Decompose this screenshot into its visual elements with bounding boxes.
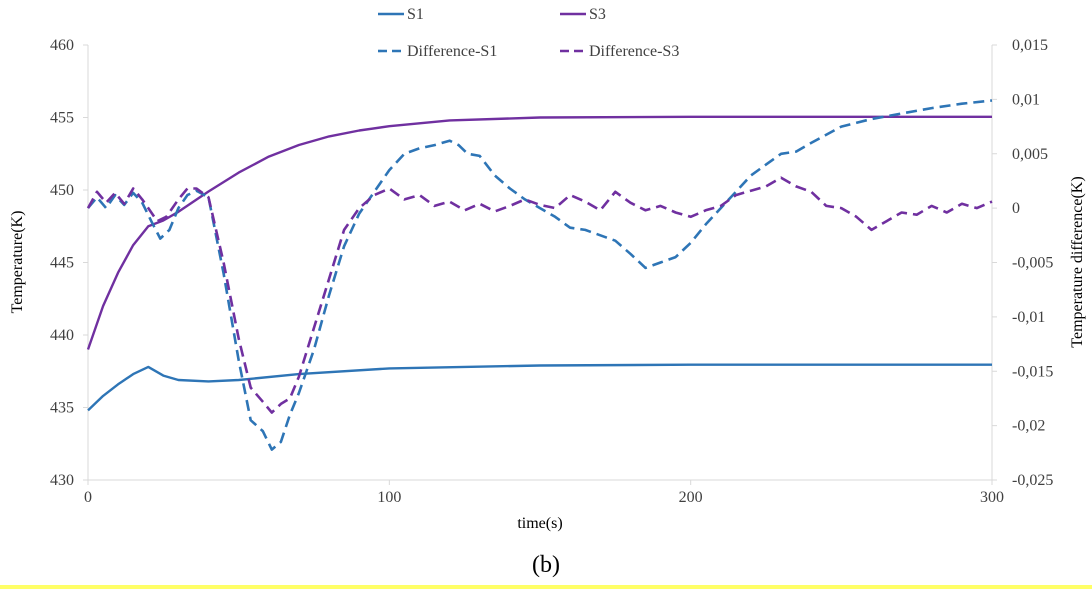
legend-label: Difference-S3 [589, 43, 679, 60]
y-tick-label: 445 [50, 255, 74, 272]
y-tick-label: 455 [50, 110, 74, 127]
highlight-bar [0, 585, 1092, 589]
series-line-s1 [87, 363, 992, 412]
y2-tick-label: -0,02 [1012, 418, 1045, 435]
legend: S1 S3 Difference-S1 Difference-S3 [378, 6, 679, 60]
y-tick-label: 460 [50, 37, 74, 54]
legend-label: S3 [589, 6, 606, 23]
y2-tick-label: -0,005 [1012, 255, 1053, 272]
series-line-s3 [86, 115, 992, 350]
series-line-difference-s1 [87, 99, 993, 451]
x-tick-label: 200 [679, 489, 703, 506]
line-chart: 430 435 440 445 450 455 460 -0,025 -0,02 -0,015 -0… [9, 6, 1086, 532]
y-tick-label: 430 [50, 472, 74, 489]
x-axis-title: time(s) [517, 515, 562, 532]
series-line-difference-s3 [86, 176, 993, 414]
legend-label: S1 [407, 6, 424, 23]
series-layer [86, 99, 993, 451]
y2-tick-label: 0,005 [1012, 146, 1048, 163]
y2-tick-label: 0,01 [1012, 91, 1040, 108]
x-tick-label: 100 [377, 489, 401, 506]
y2-tick-label: 0,015 [1012, 37, 1048, 54]
axes: 430 435 440 445 450 455 460 -0,025 -0,02 -0,015 -0… [50, 37, 1053, 506]
x-tick-label: 300 [980, 489, 1004, 506]
y2-tick-label: -0,025 [1012, 472, 1053, 489]
x-tick-label: 0 [84, 489, 92, 506]
y2-tick-label: -0,015 [1012, 363, 1053, 380]
legend-label: Difference-S1 [407, 43, 497, 60]
y2-axis-title: Temperature difference(K) [1069, 176, 1086, 347]
y-axis-title: Temperature(K) [9, 211, 26, 314]
y-tick-label: 435 [50, 400, 74, 417]
y-tick-label: 440 [50, 327, 74, 344]
y-tick-label: 450 [50, 182, 74, 199]
figure-caption: (b) [532, 552, 560, 578]
y2-tick-label: 0 [1012, 200, 1020, 217]
y2-tick-label: -0,01 [1012, 309, 1045, 326]
